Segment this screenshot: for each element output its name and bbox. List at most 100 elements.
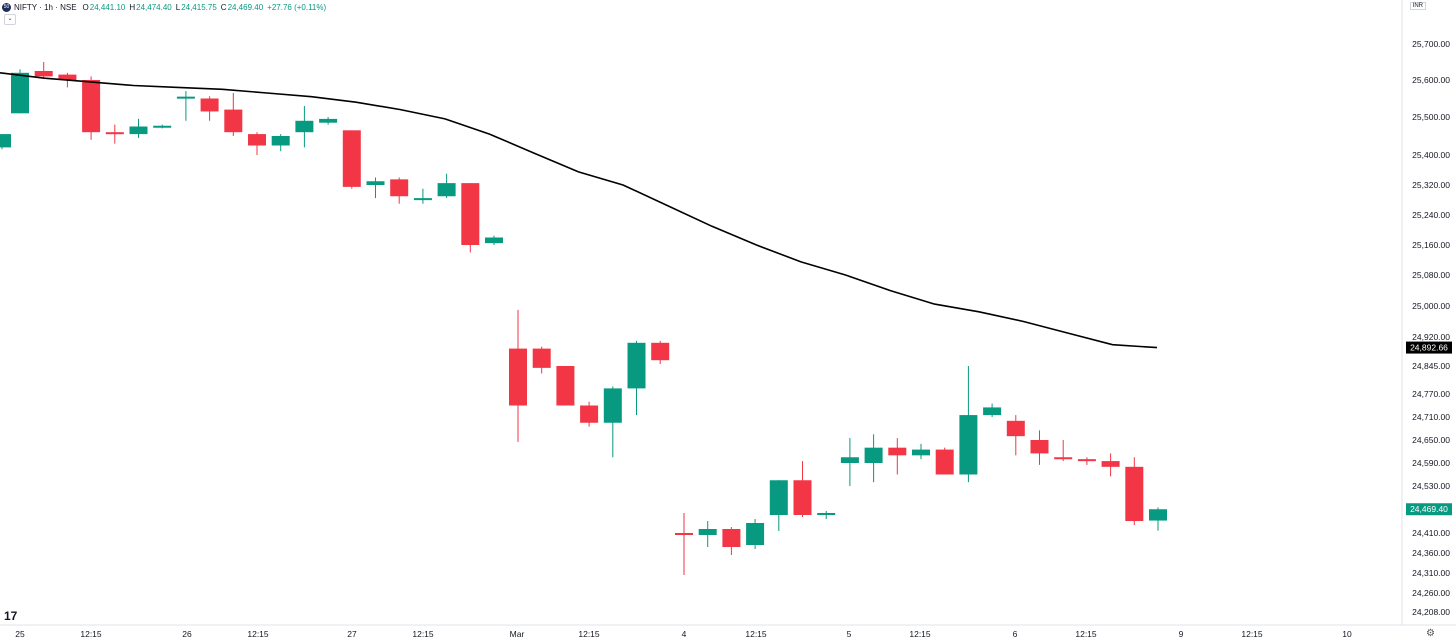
x-tick-label: 6 xyxy=(1013,629,1018,639)
x-tick-label: 12:15 xyxy=(1241,629,1263,639)
x-tick-label: 10 xyxy=(1342,629,1352,639)
candle-down xyxy=(651,342,670,361)
x-tick-label: 12:15 xyxy=(80,629,102,639)
y-tick-label: 25,000.00 xyxy=(1412,301,1450,311)
candle-down xyxy=(390,179,409,197)
y-tick-label: 24,310.00 xyxy=(1412,568,1450,578)
candle-up xyxy=(129,126,148,135)
candle-up xyxy=(627,342,646,389)
x-tick-label: 12:15 xyxy=(578,629,600,639)
y-tick-label: 24,770.00 xyxy=(1412,389,1450,399)
candle-up xyxy=(153,125,172,128)
candle-down xyxy=(1125,466,1144,521)
x-tick-label: 12:15 xyxy=(412,629,434,639)
current-price-badge xyxy=(1406,503,1452,516)
open-number: 24,441.10 xyxy=(89,2,126,12)
candle-up xyxy=(864,447,883,463)
candle-down xyxy=(675,533,693,535)
low-value: L24,415.75 xyxy=(176,3,217,12)
x-tick-label: 12:15 xyxy=(909,629,931,639)
y-tick-label: 25,500.00 xyxy=(1412,112,1450,122)
candle-down xyxy=(82,80,101,133)
candle-up xyxy=(271,136,290,146)
candle-down xyxy=(580,405,599,423)
candle-up xyxy=(366,181,385,185)
y-tick-label: 24,590.00 xyxy=(1412,458,1450,468)
candle-up xyxy=(840,457,859,463)
symbol-label[interactable]: NIFTY · 1h · NSE xyxy=(14,2,77,12)
candle-down xyxy=(935,449,954,475)
y-tick-label: 25,700.00 xyxy=(1412,39,1450,49)
x-tick-label: 26 xyxy=(182,629,192,639)
candle-up xyxy=(413,198,432,201)
chevron-down-icon[interactable]: ⌄ xyxy=(4,14,16,25)
x-tick-label: 4 xyxy=(682,629,687,639)
y-tick-label: 24,260.00 xyxy=(1412,588,1450,598)
ma-value-badge xyxy=(1406,341,1452,354)
candle-down xyxy=(34,71,53,77)
y-tick-label: 24,650.00 xyxy=(1412,435,1450,445)
high-label: H xyxy=(129,2,136,12)
x-tick-label: 12:15 xyxy=(1075,629,1097,639)
gear-icon[interactable]: ⚙ xyxy=(1426,628,1435,639)
ma-value-label: 24,892.66 xyxy=(1410,343,1448,353)
current-price-label: 24,469.40 xyxy=(1410,504,1448,514)
candle-down xyxy=(1101,461,1120,467)
candle-down xyxy=(1077,459,1096,462)
tradingview-logo-icon[interactable]: 17 xyxy=(4,609,18,623)
low-number: 24,415.75 xyxy=(181,2,217,12)
candle-up xyxy=(485,237,503,244)
x-tick-label: 27 xyxy=(347,629,357,639)
y-tick-label: 25,160.00 xyxy=(1412,240,1450,250)
candle-up xyxy=(319,118,338,123)
candle-down xyxy=(224,109,243,133)
candle-down xyxy=(793,480,812,515)
y-tick-label: 24,410.00 xyxy=(1412,528,1450,538)
y-tick-label: 25,240.00 xyxy=(1412,210,1450,220)
currency-label[interactable]: INR xyxy=(1409,2,1426,10)
candle-down xyxy=(509,348,527,406)
open-label: O xyxy=(82,2,89,12)
y-tick-label: 24,710.00 xyxy=(1412,412,1450,422)
close-number: 24,469.40 xyxy=(227,2,264,12)
high-value: H24,474.40 xyxy=(129,3,171,12)
y-tick-label: 25,320.00 xyxy=(1412,180,1450,190)
y-tick-label: 24,530.00 xyxy=(1412,481,1450,491)
chart-header: 50 NIFTY · 1h · NSE O24,441.10 H24,474.4… xyxy=(2,1,330,13)
nifty-logo-icon[interactable]: 50 xyxy=(2,2,11,12)
y-tick-label: 24,208.00 xyxy=(1412,607,1450,617)
candle-down xyxy=(248,134,266,146)
candle-up xyxy=(603,388,622,423)
candle-up xyxy=(817,513,836,515)
x-tick-label: 12:15 xyxy=(247,629,269,639)
candle-up xyxy=(295,120,314,133)
y-tick-label: 25,080.00 xyxy=(1412,270,1450,280)
candle-up xyxy=(983,407,1002,416)
y-tick-label: 24,845.00 xyxy=(1412,361,1450,371)
y-tick-label: 24,920.00 xyxy=(1412,332,1450,342)
y-tick-label: 25,600.00 xyxy=(1412,75,1450,85)
y-tick-label: 25,400.00 xyxy=(1412,150,1450,160)
candle-up xyxy=(11,72,29,114)
candle-up xyxy=(0,134,11,148)
candle-up xyxy=(959,415,978,475)
moving-average-line xyxy=(0,72,1158,349)
x-tick-label: 9 xyxy=(1179,629,1184,639)
candle-up xyxy=(769,480,788,515)
candle-down xyxy=(722,529,741,547)
x-tick-label: 12:15 xyxy=(745,629,767,639)
low-label: L xyxy=(175,2,181,12)
candle-down xyxy=(556,366,575,406)
candle-down xyxy=(888,447,907,456)
open-value: O24,441.10 xyxy=(83,3,126,12)
close-value: C24,469.40 xyxy=(221,3,263,12)
candle-down xyxy=(461,183,480,245)
y-tick-label: 24,360.00 xyxy=(1412,548,1450,558)
candle-down xyxy=(1006,420,1025,437)
x-tick-label: Mar xyxy=(510,629,525,639)
candle-up xyxy=(176,96,195,99)
candle-down xyxy=(342,130,361,187)
change-value: +27.76 (+0.11%) xyxy=(267,2,327,12)
candle-down xyxy=(58,74,77,80)
